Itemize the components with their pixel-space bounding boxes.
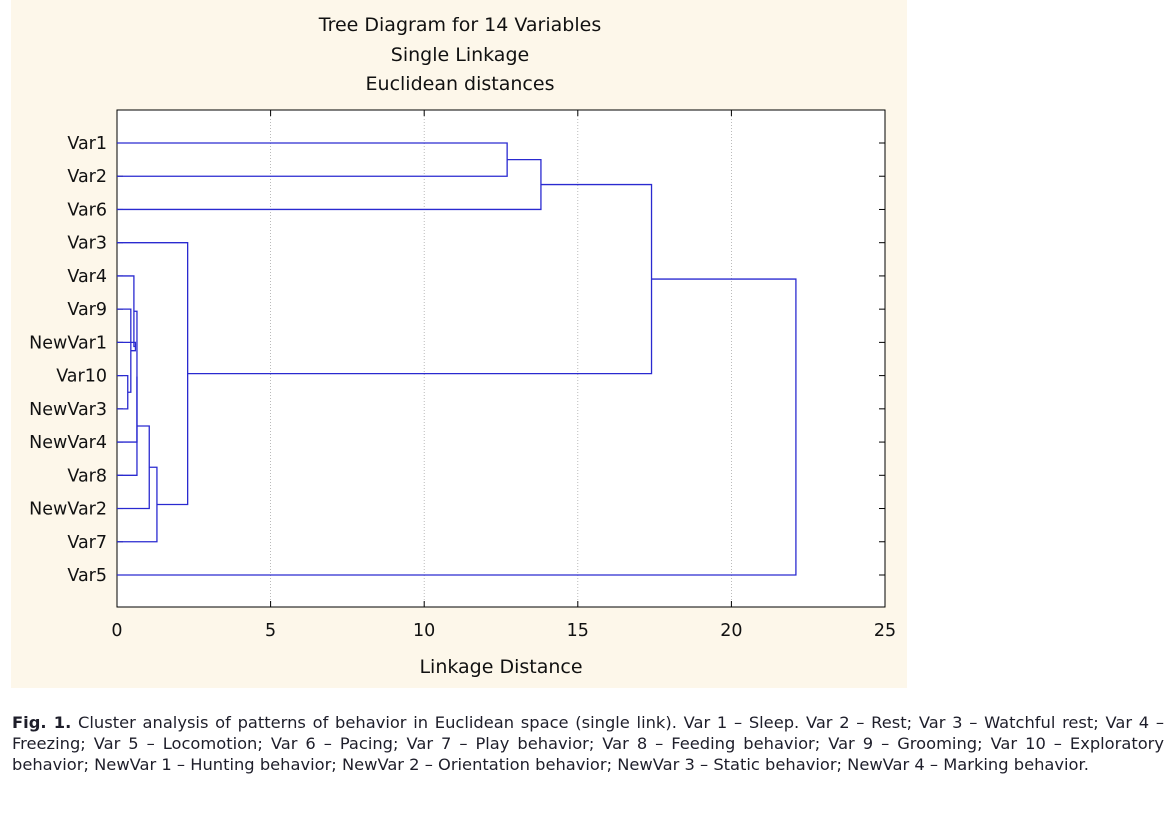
x-tick-label: 20 [720,621,742,641]
leaf-label: Var7 [67,533,107,553]
leaf-label: Var9 [67,300,107,320]
leaf-label: NewVar4 [29,433,107,453]
leaf-label: Var3 [67,234,107,254]
x-tick-labels: 0 5 10 15 20 25 [111,621,896,641]
chart-title-line-2: Single Linkage [391,44,529,66]
x-tick-label: 0 [111,621,122,641]
caption-text: Cluster analysis of patterns of behavior… [12,713,1164,774]
x-tick-label: 15 [567,621,589,641]
chart-title-line-1: Tree Diagram for 14 Variables [318,14,601,36]
leaf-label: Var4 [67,267,107,287]
chart-title-line-3: Euclidean distances [366,73,555,95]
plot-area [116,109,886,608]
leaf-label: Var5 [67,566,107,586]
figure-panel: Tree Diagram for 14 Variables Single Lin… [11,0,907,688]
leaf-label: Var1 [67,134,107,154]
leaf-labels: Var1 Var2 Var6 Var3 Var4 Var9 NewVar1 Var10 NewV… [29,134,107,586]
dendrogram-links [117,142,797,576]
leaf-label: Var2 [67,167,107,187]
x-tick-label: 10 [413,621,435,641]
leaf-label: Var6 [67,200,107,220]
x-tick-label: 5 [265,621,276,641]
dendrogram-chart: Tree Diagram for 14 Variables Single Lin… [29,14,896,678]
chart-title: Tree Diagram for 14 Variables Single Lin… [318,14,601,95]
dendrogram-link [117,278,797,576]
figure-caption: Fig. 1. Cluster analysis of patterns of … [12,712,1164,775]
caption-label: Fig. 1. [12,713,72,732]
leaf-label: NewVar1 [29,333,107,353]
leaf-label: NewVar3 [29,400,107,420]
x-axis-label: Linkage Distance [419,656,582,678]
dendrogram-link [117,341,137,352]
leaf-label: Var10 [56,367,107,387]
leaf-label: Var8 [67,466,107,486]
leaf-label: NewVar2 [29,500,107,520]
dendrogram-link [117,376,138,476]
grid-lines [270,110,732,607]
x-tick-label: 25 [874,621,896,641]
dendrogram-link [117,275,136,348]
